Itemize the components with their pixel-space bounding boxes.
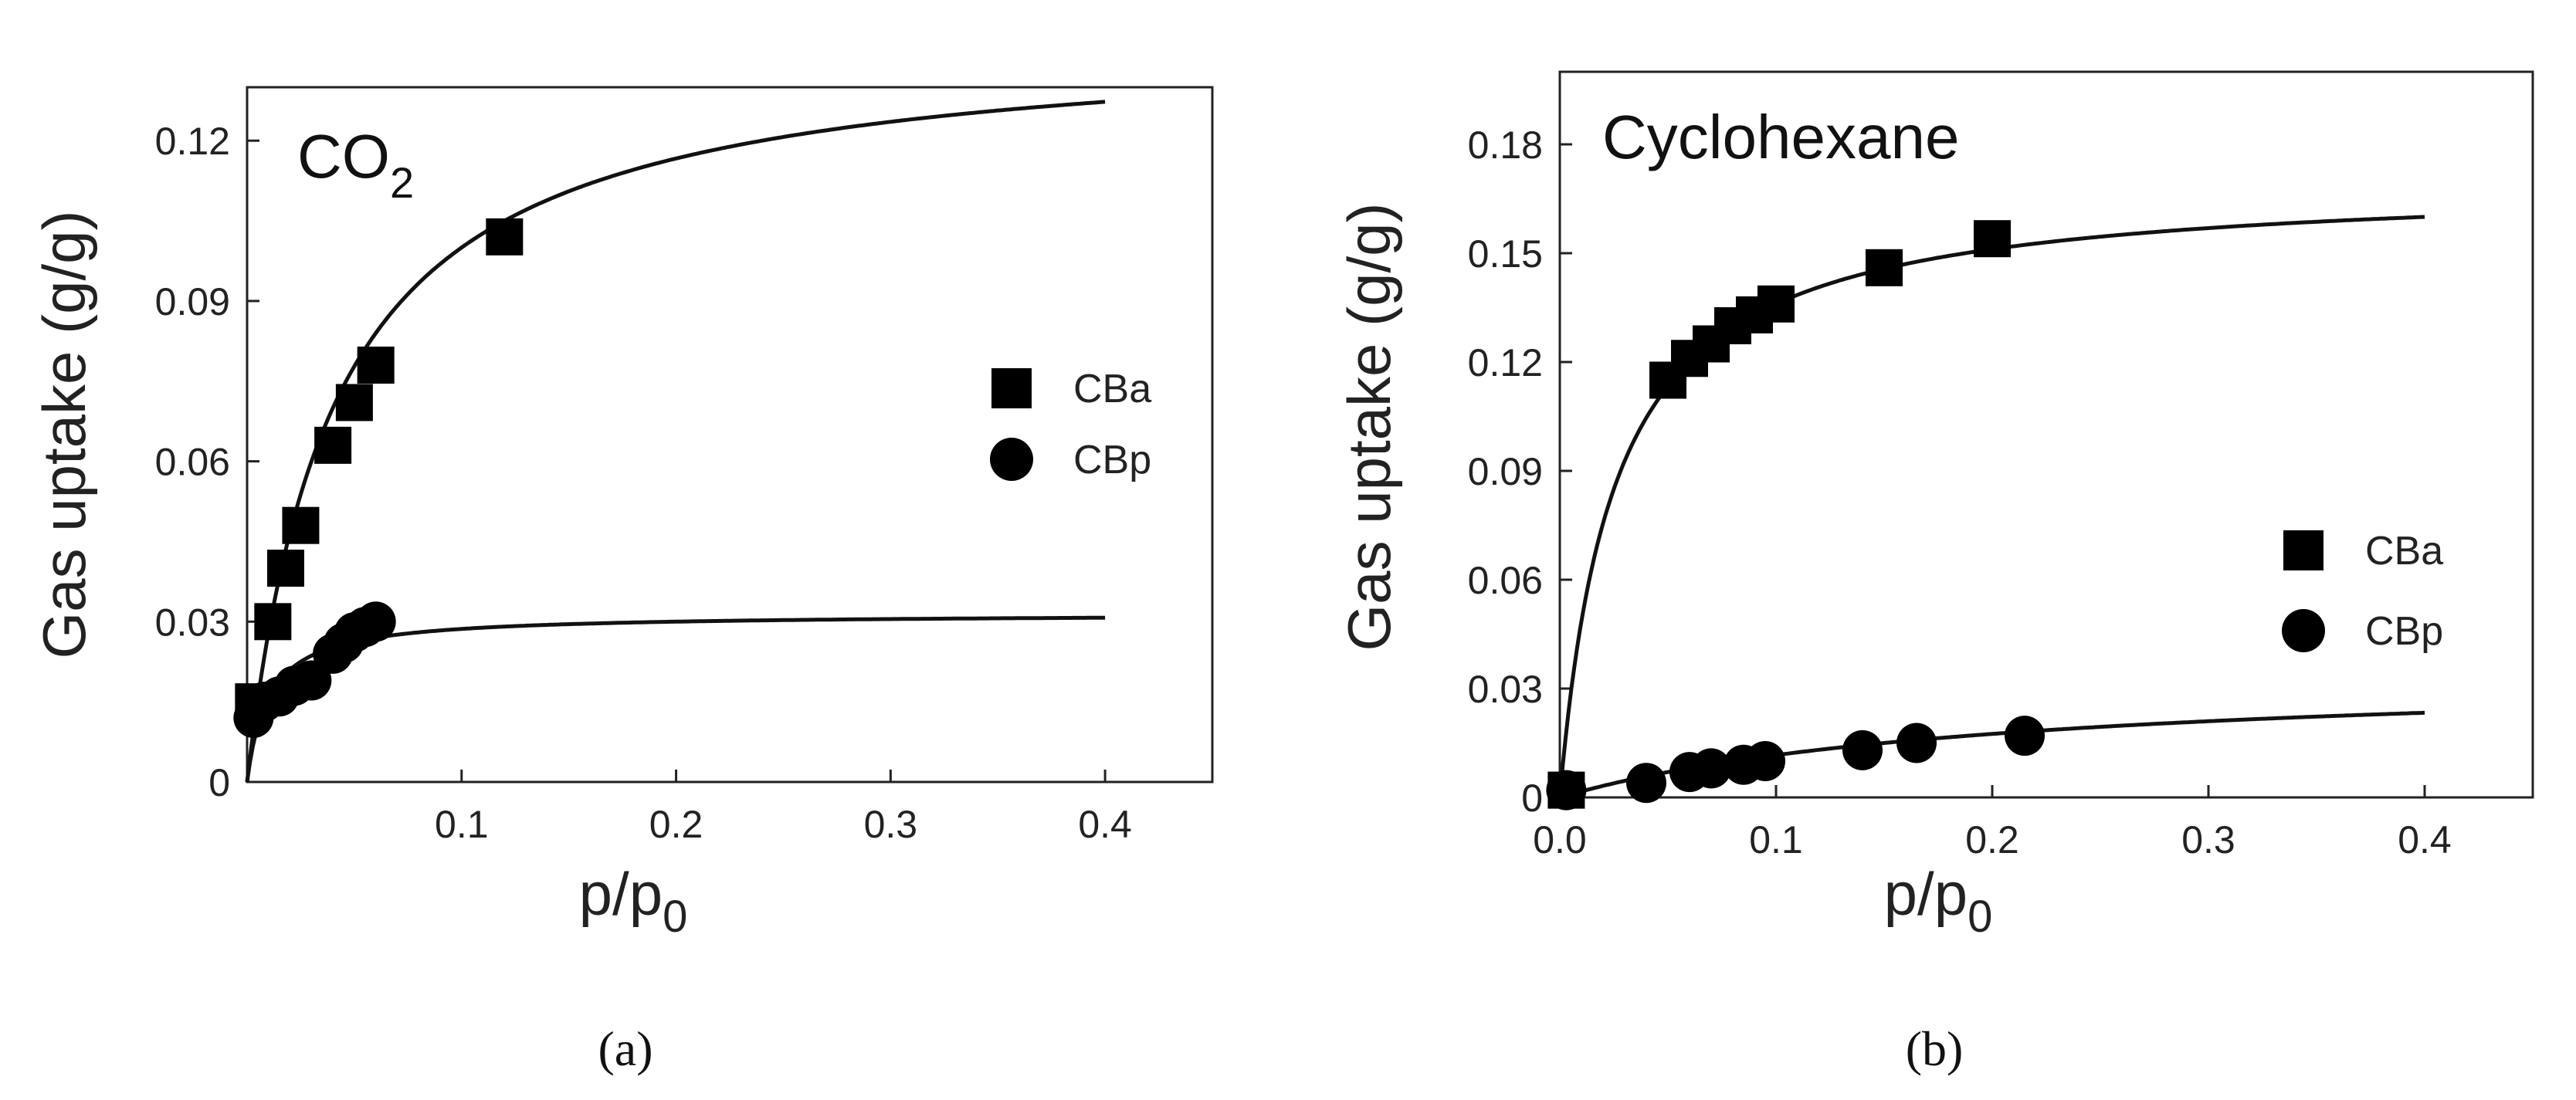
x-tick-label: 0.2: [649, 803, 703, 846]
plot-frame: [1558, 70, 2534, 799]
gas-annotation: CO2: [297, 122, 414, 207]
x-axis-title-subscript: 0: [663, 892, 687, 942]
y-tick-label: 0.09: [155, 280, 230, 323]
point-CBa: [1757, 285, 1795, 323]
gas-annotation: Cyclohexane: [1602, 103, 1960, 171]
legend-marker-CBa: [2283, 530, 2323, 570]
plot-frame: [246, 86, 1214, 784]
legend-label-CBa: CBa: [1073, 367, 1151, 411]
x-tick-label: 0.3: [2181, 818, 2235, 861]
x-tick-label: 0.4: [1078, 803, 1132, 846]
panel-label: (b): [1906, 1021, 1964, 1076]
point-CBp: [1691, 748, 1731, 789]
y-tick-label: 0.12: [155, 120, 230, 163]
point-CBa: [1974, 220, 2011, 258]
point-CBp: [291, 660, 332, 701]
point-CBp: [1626, 763, 1666, 804]
x-tick-label: 0.1: [435, 803, 489, 846]
x-tick-label: 0.1: [1749, 818, 1803, 861]
x-axis-title: p/p0: [579, 860, 688, 942]
y-tick-label: 0.18: [1468, 124, 1543, 167]
panel-label: (a): [598, 1021, 652, 1076]
legend-marker-CBp: [990, 438, 1033, 481]
point-CBa: [486, 218, 524, 256]
chart-panel-a: 0 0.03 0.06 0.09 0.12 0.1 0.2 0.3 0.4 Gas uptake …: [30, 86, 1214, 1076]
x-axis-title-main: p/p: [1884, 860, 1968, 928]
gas-annotation-main: Cyclohexane: [1602, 103, 1960, 171]
x-tick-label: 0.3: [864, 803, 918, 846]
point-CBa: [1866, 249, 1903, 286]
x-axis-title-subscript: 0: [1968, 892, 1992, 942]
point-CBp: [2005, 716, 2045, 756]
y-tick-label: 0.06: [1468, 559, 1543, 602]
y-tick-label: 0.06: [155, 441, 230, 484]
y-tick-label: 0: [208, 761, 230, 804]
point-CBa: [267, 550, 304, 587]
y-tick-label: 0: [1521, 777, 1543, 820]
point-CBp: [355, 601, 396, 642]
point-CBa: [335, 384, 373, 421]
chart-panel-b: 0 0.03 0.06 0.09 0.12 0.15 0.18 0.0 0.1 0.2 0.3 0.4…: [1335, 70, 2534, 1076]
point-CBa: [314, 426, 352, 464]
legend-label-CBp: CBp: [2365, 609, 2443, 654]
point-CBp: [1745, 741, 1785, 781]
legend-label-CBp: CBp: [1073, 438, 1151, 482]
y-tick-label: 0.09: [1468, 450, 1543, 493]
y-tick-label: 0.15: [1468, 232, 1543, 276]
gas-annotation-subscript: 2: [390, 158, 414, 207]
x-tick-label: 0.2: [1965, 818, 2019, 861]
legend-marker-CBp: [2282, 609, 2325, 652]
gas-annotation-main: CO: [297, 122, 390, 191]
y-tick-label: 0.03: [1468, 668, 1543, 711]
legend-label-CBa: CBa: [2365, 529, 2443, 574]
x-tick-label: 0.0: [1533, 818, 1587, 861]
point-CBp: [1546, 770, 1587, 811]
x-tick-label: 0.4: [2398, 818, 2452, 861]
point-CBp: [1842, 729, 1883, 770]
x-axis-title-main: p/p: [579, 860, 663, 928]
legend-marker-CBa: [991, 368, 1032, 408]
y-axis-title: Gas uptake (g/g): [30, 211, 98, 659]
x-axis-title: p/p0: [1884, 860, 1993, 942]
point-CBa: [282, 506, 320, 544]
y-axis-title: Gas uptake (g/g): [1335, 203, 1403, 652]
fit-line-CBa: [1557, 215, 2425, 798]
y-tick-label: 0.03: [155, 601, 230, 644]
point-CBa: [357, 347, 395, 384]
y-tick-label: 0.12: [1468, 341, 1543, 384]
point-CBp: [1896, 723, 1937, 763]
fit-line-CBa: [245, 100, 1106, 783]
point-CBa: [254, 603, 292, 641]
